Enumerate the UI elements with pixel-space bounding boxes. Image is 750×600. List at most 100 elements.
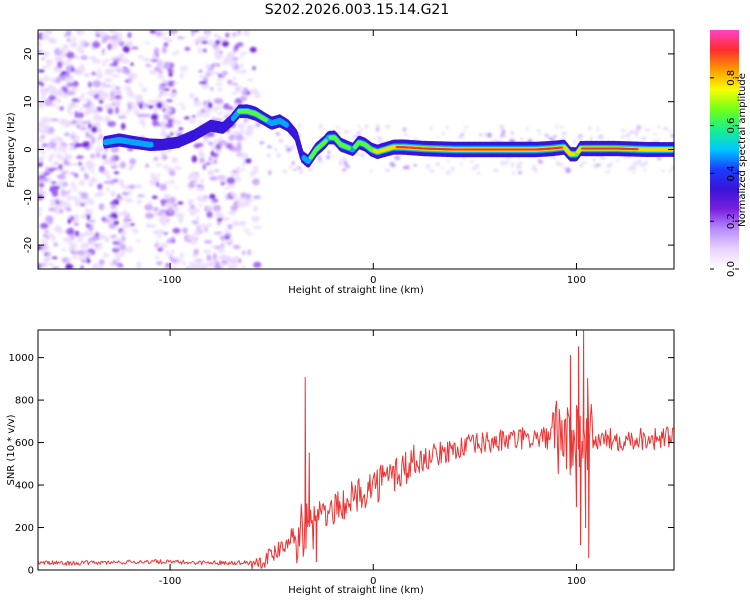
noise-speckle (137, 54, 144, 59)
noise-speckle (499, 124, 504, 129)
noise-speckle (167, 80, 175, 87)
noise-speckle (167, 118, 174, 124)
noise-speckle (111, 165, 118, 170)
noise-speckle (70, 250, 78, 255)
noise-speckle (237, 200, 246, 208)
noise-speckle (48, 207, 56, 212)
noise-speckle (74, 203, 82, 207)
noise-speckle (51, 191, 59, 197)
noise-speckle (70, 163, 78, 166)
noise-speckle (636, 124, 641, 127)
noise-speckle (157, 247, 164, 252)
noise-speckle (71, 255, 79, 260)
noise-speckle (121, 229, 127, 237)
noise-speckle (327, 150, 331, 155)
noise-speckle (246, 232, 254, 236)
noise-speckle (79, 127, 87, 131)
noise-speckle (545, 133, 548, 138)
noise-speckle (70, 235, 75, 241)
noise-speckle (110, 155, 115, 162)
noise-speckle (127, 102, 132, 110)
snr-ylabel: SNR (10 * v/v) (6, 414, 17, 485)
noise-speckle (169, 170, 176, 176)
noise-speckle (61, 87, 68, 92)
noise-speckle (100, 84, 109, 89)
noise-speckle (44, 98, 53, 107)
noise-speckle (174, 206, 180, 212)
noise-speckle (259, 141, 265, 145)
noise-speckle (75, 155, 84, 160)
snr-spike-point (588, 556, 590, 558)
noise-speckle (135, 183, 142, 189)
noise-speckle (109, 179, 115, 185)
colorbar-tick-label: 0.6 (726, 118, 737, 134)
noise-speckle (197, 47, 202, 54)
snr-spike-point (579, 543, 582, 546)
noise-speckle (38, 156, 44, 164)
noise-speckle (389, 161, 394, 167)
noise-speckle (233, 264, 238, 269)
noise-speckle (155, 163, 163, 167)
noise-speckle (88, 56, 97, 60)
noise-speckle (235, 133, 244, 142)
spectrogram-image (38, 30, 674, 269)
noise-speckle (114, 101, 119, 108)
noise-speckle (60, 71, 68, 75)
noise-speckle (214, 47, 221, 54)
noise-speckle (205, 63, 211, 69)
noise-speckle (653, 133, 657, 136)
noise-speckle (436, 136, 440, 139)
noise-speckle (202, 138, 210, 143)
noise-speckle (191, 155, 198, 163)
noise-speckle (360, 128, 363, 131)
noise-speckle (241, 161, 246, 167)
noise-speckle (206, 223, 213, 228)
noise-speckle (148, 70, 158, 75)
noise-speckle (98, 99, 104, 104)
noise-speckle (621, 129, 626, 133)
noise-speckle (230, 174, 240, 178)
noise-speckle (119, 243, 127, 251)
noise-speckle (643, 160, 648, 166)
noise-speckle (156, 229, 166, 235)
noise-speckle (231, 34, 239, 37)
noise-speckle (39, 222, 49, 229)
noise-speckle (66, 37, 71, 43)
noise-speckle (338, 160, 343, 165)
noise-speckle (191, 208, 201, 214)
noise-speckle (205, 31, 211, 37)
noise-speckle (101, 48, 105, 56)
noise-speckle (241, 51, 248, 55)
noise-speckle (188, 118, 197, 124)
noise-speckle (93, 193, 101, 197)
noise-speckle (50, 185, 57, 191)
y-tick-label: 0 (23, 146, 34, 152)
ridge-cell (634, 148, 639, 151)
noise-speckle (245, 193, 252, 200)
noise-speckle (38, 211, 42, 217)
noise-speckle (88, 198, 95, 206)
noise-speckle (148, 201, 153, 205)
noise-speckle (289, 165, 292, 169)
colorbar-tick-label: 0.2 (726, 213, 737, 229)
noise-speckle (179, 72, 184, 79)
noise-speckle (117, 115, 127, 119)
noise-speckle (103, 180, 111, 185)
noise-speckle (163, 164, 168, 170)
noise-speckle (191, 114, 196, 118)
noise-speckle (166, 253, 173, 257)
noise-speckle (339, 163, 342, 166)
noise-speckle (253, 261, 262, 268)
noise-speckle (384, 125, 391, 129)
x-tick-label: 0 (370, 576, 376, 587)
noise-speckle (99, 134, 103, 140)
noise-speckle (116, 35, 123, 43)
noise-speckle (253, 205, 258, 213)
noise-speckle (318, 124, 323, 129)
noise-speckle (98, 259, 105, 266)
noise-speckle (205, 73, 211, 77)
noise-speckle (641, 136, 646, 140)
noise-speckle (120, 123, 126, 130)
noise-speckle (204, 226, 208, 233)
noise-speckle (92, 115, 101, 121)
